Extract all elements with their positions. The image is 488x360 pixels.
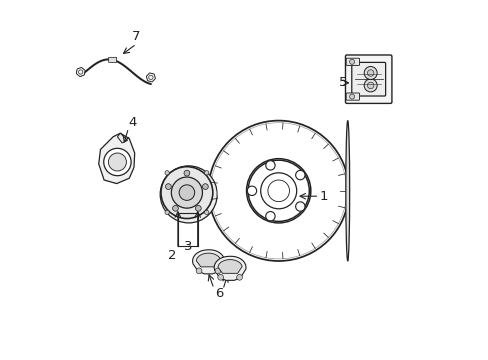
Circle shape bbox=[161, 167, 212, 219]
FancyBboxPatch shape bbox=[351, 62, 385, 96]
Text: 1: 1 bbox=[319, 190, 327, 203]
Circle shape bbox=[349, 59, 354, 64]
Ellipse shape bbox=[160, 166, 217, 223]
Circle shape bbox=[215, 268, 221, 274]
Circle shape bbox=[195, 206, 201, 211]
Circle shape bbox=[364, 67, 376, 80]
FancyBboxPatch shape bbox=[346, 58, 359, 66]
Circle shape bbox=[247, 186, 256, 195]
Circle shape bbox=[364, 79, 376, 92]
Text: 6: 6 bbox=[215, 287, 223, 300]
Circle shape bbox=[103, 148, 131, 176]
Circle shape bbox=[366, 70, 373, 76]
Text: 3: 3 bbox=[184, 240, 193, 253]
Circle shape bbox=[217, 274, 223, 280]
Circle shape bbox=[366, 82, 373, 89]
Circle shape bbox=[204, 171, 208, 175]
Circle shape bbox=[172, 206, 178, 211]
Polygon shape bbox=[196, 253, 220, 267]
Circle shape bbox=[108, 153, 126, 171]
Ellipse shape bbox=[345, 121, 349, 261]
Circle shape bbox=[349, 94, 354, 99]
Circle shape bbox=[147, 74, 154, 81]
Text: 5: 5 bbox=[339, 76, 347, 89]
FancyBboxPatch shape bbox=[345, 55, 391, 103]
Circle shape bbox=[164, 210, 169, 215]
Circle shape bbox=[265, 161, 275, 170]
Circle shape bbox=[202, 184, 208, 189]
Circle shape bbox=[196, 268, 202, 274]
Circle shape bbox=[236, 274, 242, 280]
Text: 7: 7 bbox=[132, 30, 141, 42]
Circle shape bbox=[179, 185, 194, 201]
Circle shape bbox=[217, 130, 339, 252]
Polygon shape bbox=[76, 67, 85, 77]
Polygon shape bbox=[214, 256, 245, 280]
Polygon shape bbox=[99, 133, 134, 184]
Text: 4: 4 bbox=[128, 116, 137, 129]
Polygon shape bbox=[192, 250, 224, 274]
Circle shape bbox=[183, 170, 189, 176]
Circle shape bbox=[204, 210, 208, 215]
FancyBboxPatch shape bbox=[346, 93, 359, 100]
Circle shape bbox=[265, 212, 275, 221]
Polygon shape bbox=[218, 260, 242, 273]
Circle shape bbox=[295, 202, 305, 211]
Polygon shape bbox=[146, 73, 155, 82]
Circle shape bbox=[165, 184, 171, 189]
Text: 2: 2 bbox=[168, 249, 176, 262]
Circle shape bbox=[77, 68, 84, 76]
Polygon shape bbox=[117, 133, 127, 143]
Circle shape bbox=[171, 177, 202, 208]
Circle shape bbox=[164, 171, 169, 175]
FancyBboxPatch shape bbox=[108, 57, 116, 62]
Circle shape bbox=[295, 170, 305, 180]
